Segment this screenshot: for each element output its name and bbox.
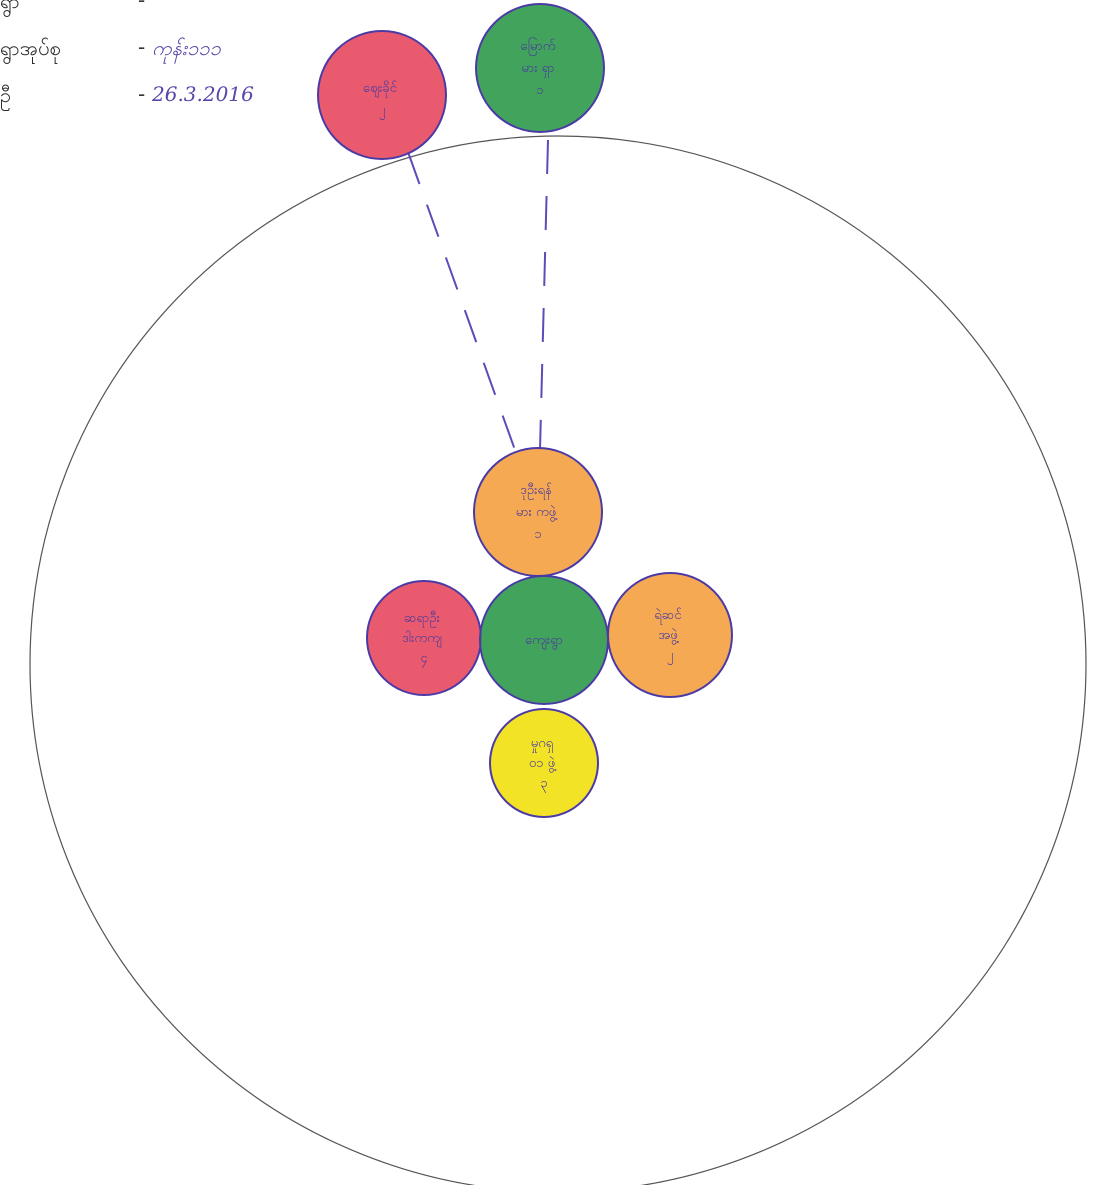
venn-node-line: ၃ xyxy=(540,776,547,793)
venn-node-line: ရဲဆင် xyxy=(654,607,682,625)
venn-node-line: ဒုဦးရန် xyxy=(520,482,552,500)
venn-node-label: ရဲဆင် အဖွဲ့ ၂ xyxy=(654,607,685,665)
venn-node-line: မှုဂရှ xyxy=(531,736,553,753)
venn-node-line: ၂ xyxy=(379,103,385,120)
connector-line xyxy=(539,139,549,451)
venn-node-circle xyxy=(607,572,733,698)
venn-node-center-top-orange: ဒုဦးရန် မား ကဖွဲ့ ၁ xyxy=(473,447,603,577)
venn-node-center-middle-green: ကျေးရွာ xyxy=(479,575,609,705)
venn-node-line: မြောက် xyxy=(520,37,555,56)
header-label: ဦ xyxy=(0,83,12,107)
venn-node-center-bottom-yellow: မှုဂရှ ၀၁ ဖွဲ့ ၃ xyxy=(489,708,599,818)
venn-node-external-green: မြောက် မား ရှာ ၁ xyxy=(475,3,605,133)
venn-node-line: အဖွဲ့ xyxy=(658,628,679,645)
header-value: 26.3.2016 xyxy=(152,82,254,106)
venn-node-external-red: ဈေးခိုင် ၂ xyxy=(317,30,447,160)
venn-node-line: ဈေးခိုင် xyxy=(363,80,398,98)
header-label: ရွာ xyxy=(0,0,20,13)
venn-node-line: ဆရာဦး xyxy=(404,610,440,628)
venn-node-label: ကျေးရွာ xyxy=(525,633,563,650)
connector-line xyxy=(407,151,516,451)
header-dash: - xyxy=(138,0,146,12)
venn-node-label: မှုဂရှ ၀၁ ဖွဲ့ ၃ xyxy=(529,736,559,793)
venn-node-center-left-red: ဆရာဦး ဒါးကကျ ၄ xyxy=(366,580,482,696)
venn-node-line: ဒါးကကျ xyxy=(402,630,442,648)
venn-node-center-right-orange: ရဲဆင် အဖွဲ့ ၂ xyxy=(607,572,733,698)
venn-node-circle xyxy=(475,3,605,133)
venn-node-circle xyxy=(489,708,599,818)
venn-node-label: ဈေးခိုင် ၂ xyxy=(363,80,401,120)
venn-node-line: ၂ xyxy=(667,648,673,665)
venn-node-line: ၁ xyxy=(534,527,541,542)
venn-node-circle xyxy=(317,30,447,160)
venn-node-label: ဒုဦးရန် မား ကဖွဲ့ ၁ xyxy=(516,482,561,542)
header-dash: - xyxy=(138,35,146,59)
venn-node-line: မား ရှာ xyxy=(521,61,554,78)
venn-node-line: ၁ xyxy=(536,83,543,98)
header-dash: - xyxy=(138,82,146,106)
venn-node-label: မြောက် မား ရှာ ၁ xyxy=(520,37,559,98)
community-boundary-circle xyxy=(29,135,1087,1185)
venn-node-line: ကျေးရွာ xyxy=(525,633,563,650)
venn-node-label: ဆရာဦး ဒါးကကျ ၄ xyxy=(402,610,446,668)
venn-node-line: မား ကဖွဲ့ xyxy=(516,505,558,522)
venn-node-line: ၀၁ ဖွဲ့ xyxy=(529,756,556,773)
venn-node-line: ၄ xyxy=(420,651,428,668)
header-label: ရွာအုပ်စု xyxy=(0,36,61,60)
header-value: ကုန်း၁၁၁ xyxy=(152,36,221,60)
